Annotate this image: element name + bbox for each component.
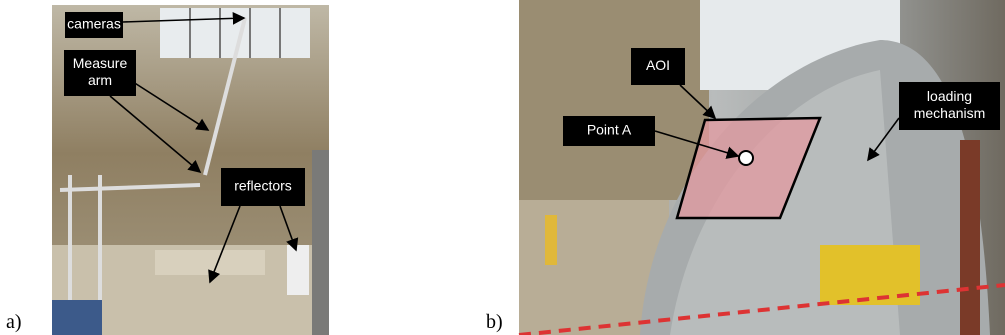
panel-label: a) (6, 311, 22, 333)
photo-b (519, 0, 1005, 335)
annotation-text: AOI (646, 57, 670, 73)
annotation-text: reflectors (234, 178, 292, 194)
annotation-text: cameras (67, 16, 121, 32)
annotation-text: Measure (73, 55, 128, 71)
figure: a) b) cameras Measurearm reflectors AOI Poin… (0, 0, 1005, 335)
annotation-text: arm (88, 72, 112, 88)
annotation-text: mechanism (914, 105, 986, 121)
annotation-text: Point A (587, 122, 632, 138)
panel-label: b) (486, 311, 503, 333)
annotation-text: loading (927, 88, 972, 104)
